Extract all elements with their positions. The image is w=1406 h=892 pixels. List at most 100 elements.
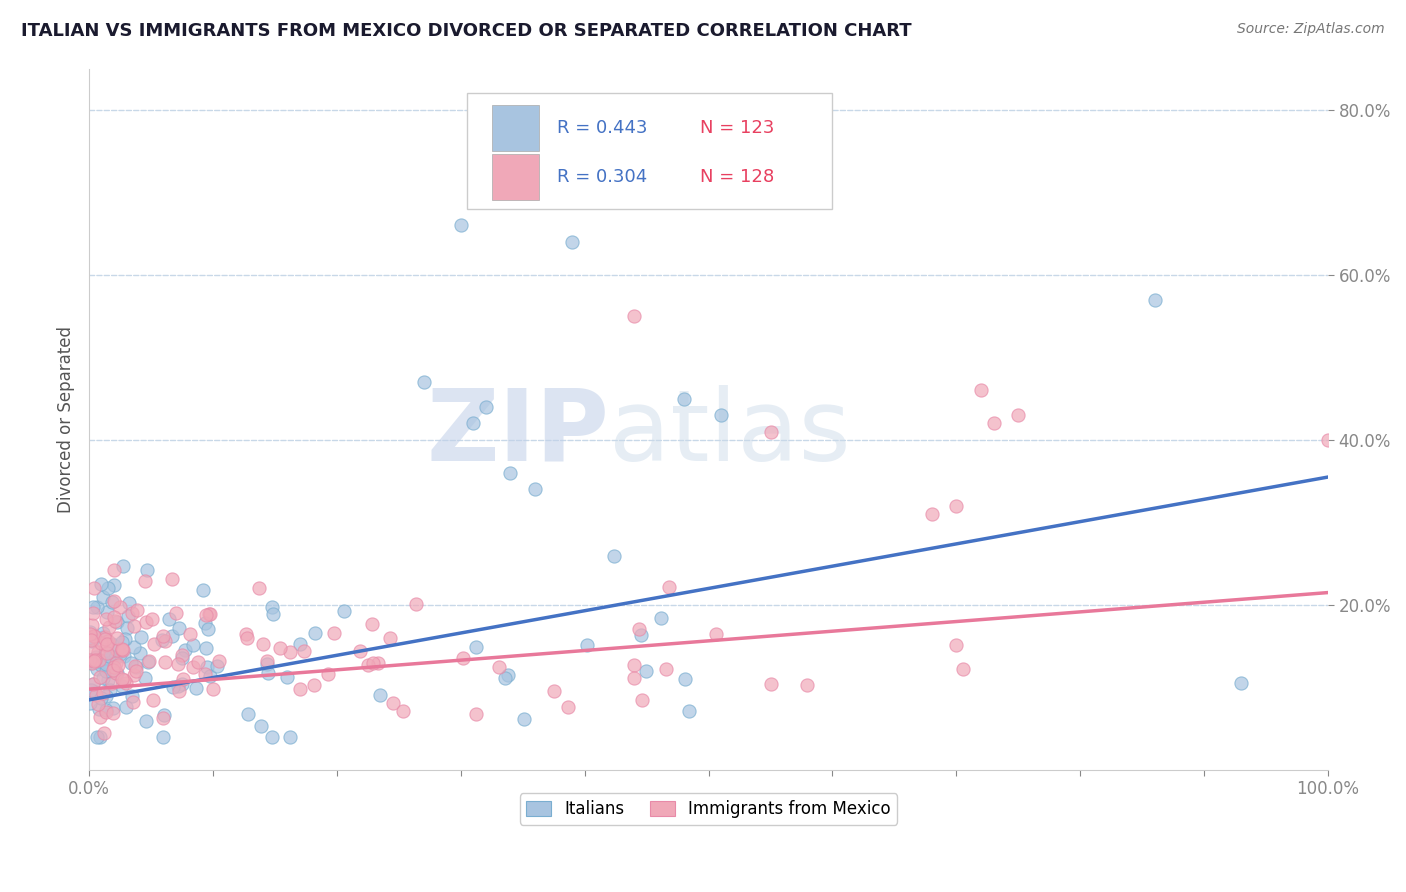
Point — [630, 627, 652, 641]
Point — [361, 656, 384, 670]
Point — [96, 646, 118, 660]
Point — [79, 627, 101, 641]
Point — [79, 653, 101, 667]
Point — [101, 595, 124, 609]
Point — [103, 594, 125, 608]
Point — [97, 634, 120, 648]
Point — [236, 631, 259, 645]
Point — [152, 711, 174, 725]
Point — [79, 697, 101, 711]
Point — [89, 730, 111, 744]
Point — [710, 408, 733, 422]
Point — [103, 609, 125, 624]
Point — [129, 630, 152, 644]
Point — [82, 677, 104, 691]
Text: R = 0.443: R = 0.443 — [557, 120, 648, 137]
Point — [260, 730, 283, 744]
Point — [499, 466, 522, 480]
Point — [247, 581, 270, 595]
Point — [118, 596, 141, 610]
Point — [276, 670, 298, 684]
Point — [93, 726, 115, 740]
Point — [94, 632, 117, 647]
Point — [288, 638, 311, 652]
Point — [121, 607, 143, 621]
Point — [115, 676, 138, 690]
Point — [464, 640, 486, 654]
Point — [112, 558, 135, 573]
Point — [112, 642, 135, 657]
Point — [162, 572, 184, 586]
Point — [759, 677, 782, 691]
Point — [451, 650, 474, 665]
Point — [252, 637, 274, 651]
Point — [120, 656, 142, 670]
Point — [103, 563, 125, 577]
Point — [94, 703, 117, 717]
Point — [105, 656, 128, 670]
Point — [143, 637, 166, 651]
Point — [382, 696, 405, 710]
Point — [103, 577, 125, 591]
Point — [194, 607, 217, 622]
Point — [167, 679, 190, 693]
Point — [97, 673, 120, 687]
Point — [945, 639, 967, 653]
Point — [759, 425, 782, 439]
Point — [107, 615, 129, 630]
Point — [921, 507, 943, 521]
Point — [202, 681, 225, 696]
Point — [257, 665, 280, 680]
Point — [496, 668, 519, 682]
Point — [412, 375, 434, 389]
Point — [114, 632, 136, 646]
Point — [256, 657, 278, 672]
Text: atlas: atlas — [609, 384, 851, 482]
Point — [82, 677, 104, 691]
Point — [673, 672, 696, 686]
Point — [94, 630, 117, 644]
Point — [82, 643, 104, 657]
Point — [86, 662, 108, 676]
Point — [89, 710, 111, 724]
Point — [83, 654, 105, 668]
Point — [79, 633, 101, 648]
Point — [96, 637, 118, 651]
Point — [524, 483, 547, 497]
Point — [80, 631, 103, 645]
Point — [367, 656, 389, 670]
Point — [134, 574, 156, 588]
Point — [167, 684, 190, 698]
Point — [557, 699, 579, 714]
Point — [111, 680, 134, 694]
Point — [127, 603, 149, 617]
FancyBboxPatch shape — [492, 154, 538, 200]
Point — [152, 633, 174, 648]
Point — [634, 664, 657, 678]
Point — [181, 638, 204, 652]
Point — [194, 641, 217, 656]
Text: N = 128: N = 128 — [700, 169, 775, 186]
Point — [111, 635, 134, 649]
Point — [111, 643, 134, 657]
Point — [83, 581, 105, 595]
Point — [378, 631, 401, 645]
Point — [84, 685, 107, 699]
Point — [104, 614, 127, 628]
Point — [235, 626, 257, 640]
Point — [655, 662, 678, 676]
Point — [103, 659, 125, 673]
Point — [983, 417, 1005, 431]
Point — [187, 655, 209, 669]
Point — [94, 664, 117, 678]
FancyBboxPatch shape — [492, 105, 538, 151]
Point — [304, 626, 326, 640]
Point — [450, 219, 472, 233]
Point — [391, 704, 413, 718]
Point — [197, 622, 219, 636]
Point — [93, 647, 115, 661]
Point — [87, 652, 110, 666]
Point — [543, 683, 565, 698]
Point — [87, 702, 110, 716]
Point — [603, 549, 626, 564]
